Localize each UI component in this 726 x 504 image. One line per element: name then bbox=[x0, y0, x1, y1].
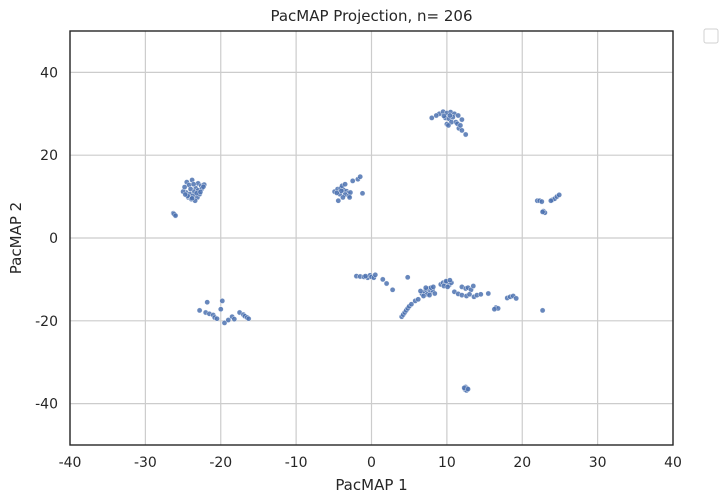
scatter-point bbox=[190, 181, 197, 187]
scatter-points bbox=[170, 108, 563, 394]
scatter-point bbox=[182, 191, 189, 198]
scatter-point bbox=[426, 292, 433, 298]
scatter-point bbox=[181, 184, 188, 190]
scatter-point bbox=[539, 198, 545, 205]
x-tick-label: -20 bbox=[209, 455, 232, 471]
scatter-point bbox=[338, 187, 345, 194]
y-tick-label: -40 bbox=[35, 397, 58, 413]
scatter-point bbox=[408, 301, 415, 308]
scatter-point bbox=[347, 189, 354, 196]
scatter-point bbox=[346, 194, 353, 201]
scatter-point bbox=[477, 291, 484, 298]
y-tick-label: 0 bbox=[49, 231, 58, 247]
scatter-point bbox=[379, 276, 386, 283]
legend-box[interactable] bbox=[703, 28, 719, 44]
scatter-point bbox=[447, 112, 453, 119]
x-tick-label: 40 bbox=[664, 455, 682, 471]
chart-title: PacMAP Projection, n= 206 bbox=[270, 7, 472, 25]
scatter-point bbox=[231, 316, 238, 322]
scatter-point bbox=[417, 288, 424, 294]
x-tick-label: 30 bbox=[589, 455, 607, 471]
scatter-point bbox=[225, 317, 232, 323]
x-tick-label: 10 bbox=[438, 455, 456, 471]
scatter-point bbox=[340, 194, 346, 201]
scatter-point bbox=[415, 296, 422, 303]
scatter-point bbox=[445, 122, 452, 129]
scatter-point bbox=[556, 192, 563, 198]
scatter-point bbox=[548, 197, 554, 204]
scatter-point bbox=[349, 178, 356, 184]
scatter-point bbox=[219, 298, 226, 304]
scatter-point bbox=[204, 299, 210, 306]
scatter-point bbox=[441, 113, 447, 119]
scatter-point bbox=[431, 290, 438, 297]
x-tick-label: -40 bbox=[59, 455, 82, 471]
y-tick-label: 20 bbox=[40, 148, 58, 164]
scatter-point bbox=[455, 112, 462, 119]
plot-frame bbox=[69, 30, 674, 446]
scatter-point bbox=[513, 295, 520, 302]
scatter-point bbox=[539, 209, 546, 215]
scatter-point bbox=[428, 115, 435, 121]
scatter-point bbox=[470, 283, 477, 289]
scatter-point bbox=[485, 290, 492, 297]
scatter-point bbox=[404, 274, 411, 281]
scatter-point bbox=[196, 307, 203, 314]
scatter-point bbox=[422, 284, 429, 291]
scatter-point bbox=[362, 273, 369, 279]
y-tick-label: -20 bbox=[35, 314, 58, 330]
scatter-point bbox=[172, 212, 179, 219]
scatter-point bbox=[459, 116, 465, 123]
scatter-point bbox=[539, 307, 546, 314]
scatter-point bbox=[214, 315, 220, 322]
scatter-point bbox=[420, 293, 427, 299]
x-axis-label: PacMAP 1 bbox=[335, 476, 407, 494]
scatter-point bbox=[217, 306, 224, 313]
scatter-point bbox=[221, 320, 228, 326]
scatter-point bbox=[459, 127, 465, 134]
scatter-point bbox=[342, 181, 348, 187]
scatter-point bbox=[433, 112, 440, 119]
scatter-point bbox=[245, 315, 252, 322]
scatter-point bbox=[444, 284, 451, 290]
x-tick-labels: -40 -30 -20 -10 0 10 20 30 40 bbox=[59, 455, 682, 471]
scatter-point bbox=[372, 271, 379, 278]
x-tick-label: -30 bbox=[134, 455, 157, 471]
scatter-point bbox=[383, 280, 390, 287]
scatter-point bbox=[491, 306, 498, 313]
scatter-point bbox=[189, 195, 195, 202]
scatter-point bbox=[197, 189, 204, 195]
scatter-point bbox=[457, 122, 464, 129]
scatter-point bbox=[430, 284, 437, 290]
scatter-point bbox=[459, 292, 465, 298]
scatter-point bbox=[359, 190, 366, 197]
scatter-point bbox=[462, 131, 469, 138]
scatter-point bbox=[200, 183, 207, 190]
scatter-point bbox=[335, 197, 342, 204]
y-tick-label: 40 bbox=[40, 65, 58, 81]
x-tick-label: 0 bbox=[367, 455, 376, 471]
x-tick-label: -10 bbox=[285, 455, 308, 471]
scatter-point bbox=[357, 173, 364, 180]
y-gridlines bbox=[70, 71, 673, 405]
y-axis-label: PacMAP 2 bbox=[7, 202, 25, 274]
scatter-point bbox=[465, 386, 471, 392]
scatter-point bbox=[389, 286, 396, 293]
scatter-point bbox=[447, 277, 453, 284]
scatter-point bbox=[466, 291, 473, 298]
scatter-point bbox=[333, 190, 340, 196]
y-tick-labels: -40 -20 0 20 40 bbox=[35, 65, 58, 412]
x-tick-label: 20 bbox=[513, 455, 531, 471]
